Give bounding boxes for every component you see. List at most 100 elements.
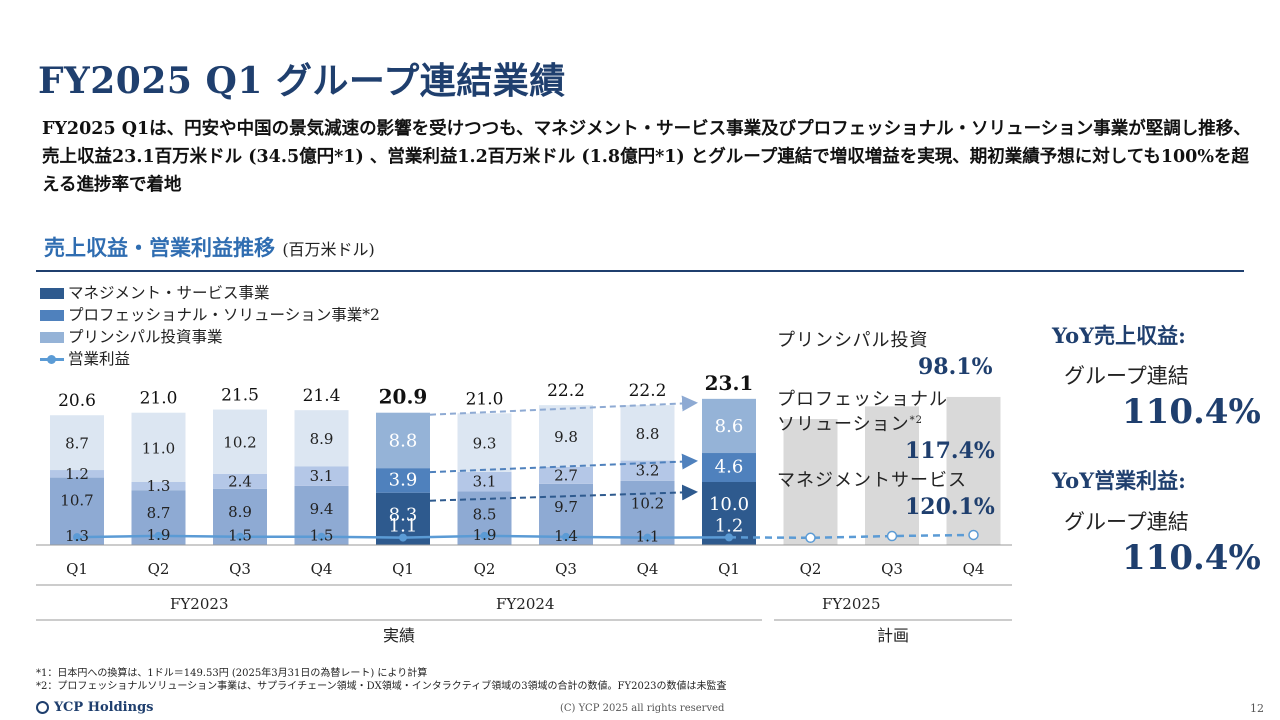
x-tick-4: Q1: [392, 560, 414, 578]
op-label-1: 1.9: [147, 526, 171, 544]
label-ms-2: 8.9: [228, 503, 252, 521]
bar-ms-0: [50, 477, 104, 545]
label-pi-4: 8.8: [389, 430, 418, 451]
label-ms-0: 10.7: [60, 492, 93, 510]
bar-pi-7: [620, 405, 675, 461]
bar-pi-3: [294, 410, 349, 467]
legend-item-op: 営業利益: [40, 348, 380, 370]
op-label-8: 1.2: [715, 515, 744, 536]
op-point-6: [562, 532, 570, 541]
yoy-op-value: 110.4%: [1122, 538, 1261, 578]
company-logo: YCP Holdings: [36, 700, 153, 715]
bar-ms-7: [620, 480, 675, 545]
label-total-6: 22.2: [547, 381, 585, 401]
x-tick-3: Q4: [311, 560, 333, 578]
x-tick-2: Q3: [229, 560, 251, 578]
label-total-0: 20.6: [58, 391, 96, 411]
plan-ms-value: 120.1%: [905, 494, 995, 520]
label-pi-8: 8.6: [715, 416, 744, 437]
legend-item-ms: マネジメント・サービス事業: [40, 282, 380, 304]
yoy-op-sub: グループ連結: [1064, 510, 1189, 534]
bar-ps-5: [457, 471, 512, 492]
section-divider: [36, 270, 1244, 272]
op-point-5: [480, 531, 489, 540]
bar-pi-0: [50, 415, 104, 471]
plan-ps-label-2: ソリューション*2: [777, 410, 923, 436]
label-ms-5: 8.5: [473, 505, 497, 523]
legend-label-ps: プロフェッショナル・ソリューション事業*2: [68, 306, 380, 324]
op-label-6: 1.4: [554, 527, 578, 545]
op-point-0: [73, 533, 81, 542]
label-ps-3: 3.1: [310, 467, 334, 485]
fy-label-0: FY2023: [170, 595, 228, 613]
label-ms-7: 10.2: [631, 495, 664, 513]
op-point-1: [154, 531, 163, 540]
bar-ms-2: [213, 488, 267, 545]
label-ps-8: 4.6: [715, 457, 744, 478]
label-ps-1: 1.3: [147, 477, 171, 495]
x-tick-0: Q1: [66, 560, 88, 578]
x-tick-1: Q2: [148, 560, 170, 578]
bar-ps-0: [50, 470, 104, 478]
legend-swatch-op: [40, 354, 64, 365]
plan-pi-label: プリンシパル投資: [777, 330, 929, 351]
label-total-5: 21.0: [466, 389, 504, 409]
legend-item-ps: プロフェッショナル・ソリューション事業*2: [40, 304, 380, 326]
label-total-3: 21.4: [303, 386, 341, 406]
bar-pi-8: [702, 398, 756, 454]
page-number: 12: [1250, 702, 1264, 715]
label-pi-5: 9.3: [473, 435, 497, 453]
op-point-3: [317, 532, 326, 541]
label-total-7: 22.2: [629, 381, 667, 401]
op-line-plan: [728, 533, 974, 540]
fy-label-1: FY2024: [496, 595, 554, 613]
yoy-revenue-sub: グループ連結: [1064, 364, 1189, 388]
label-pi-0: 8.7: [65, 435, 89, 453]
op-label-7: 1.1: [636, 528, 660, 546]
label-ms-3: 9.4: [310, 500, 334, 518]
op-label-2: 1.5: [228, 527, 252, 545]
legend-swatch-ms: [40, 287, 64, 299]
op-point-8: [725, 533, 733, 542]
label-ps-2: 2.4: [228, 472, 252, 490]
arrow-ms: [429, 484, 698, 502]
yoy-op-title: YoY営業利益:: [1052, 468, 1186, 493]
bar-ps-3: [294, 466, 349, 486]
label-ps-6: 2.7: [554, 466, 578, 484]
x-tick-7: Q4: [637, 560, 659, 578]
label-pi-1: 11.0: [142, 439, 175, 457]
bar-ps-1: [131, 482, 186, 491]
logo-text: YCP Holdings: [54, 700, 154, 715]
group-label-plan: 計画: [877, 626, 909, 645]
footnote-2: *2：プロフェッショナルソリューション事業は、サプライチェーン領域・DX領域・イ…: [36, 681, 727, 692]
legend-label-pi: プリンシパル投資事業: [68, 328, 223, 346]
legend-swatch-ps: [40, 309, 64, 321]
bar-pi-6: [539, 405, 593, 467]
bar-pi-5: [457, 413, 512, 472]
bar-ms-5: [457, 491, 512, 545]
plan-ps-label-1: プロフェッショナル: [777, 389, 948, 410]
bar-pi-4: [376, 412, 430, 469]
chart-unit: (百万米ドル): [282, 240, 375, 259]
plan-ps-label-2-text: ソリューション: [777, 414, 910, 435]
legend-item-pi: プリンシパル投資事業: [40, 326, 380, 348]
x-tick-11: Q4: [963, 560, 985, 578]
chart-subtitle-text: 売上収益・営業利益推移: [44, 235, 275, 260]
op-point-10: [886, 530, 898, 542]
legend-swatch-pi: [40, 331, 64, 343]
summary-text: FY2025 Q1は、円安や中国の景気減速の影響を受けつつも、マネジメント・サー…: [42, 119, 1251, 195]
plan-pi-value: 98.1%: [918, 354, 993, 380]
op-point-2: [236, 532, 244, 541]
bar-ms-8: [702, 482, 756, 545]
fy-label-2: FY2025: [822, 595, 880, 613]
plan-ps-note: *2: [909, 415, 924, 426]
chart-subtitle: 売上収益・営業利益推移 (百万米ドル): [44, 232, 375, 262]
bar-ms-6: [539, 483, 593, 545]
legend-label-op: 営業利益: [68, 350, 131, 368]
op-label-3: 1.5: [310, 527, 334, 545]
op-point-7: [643, 533, 652, 542]
group-label-actual: 実績: [383, 626, 415, 645]
x-tick-8: Q1: [718, 560, 740, 578]
x-tick-5: Q2: [474, 560, 496, 578]
label-ms-6: 9.7: [554, 498, 578, 516]
